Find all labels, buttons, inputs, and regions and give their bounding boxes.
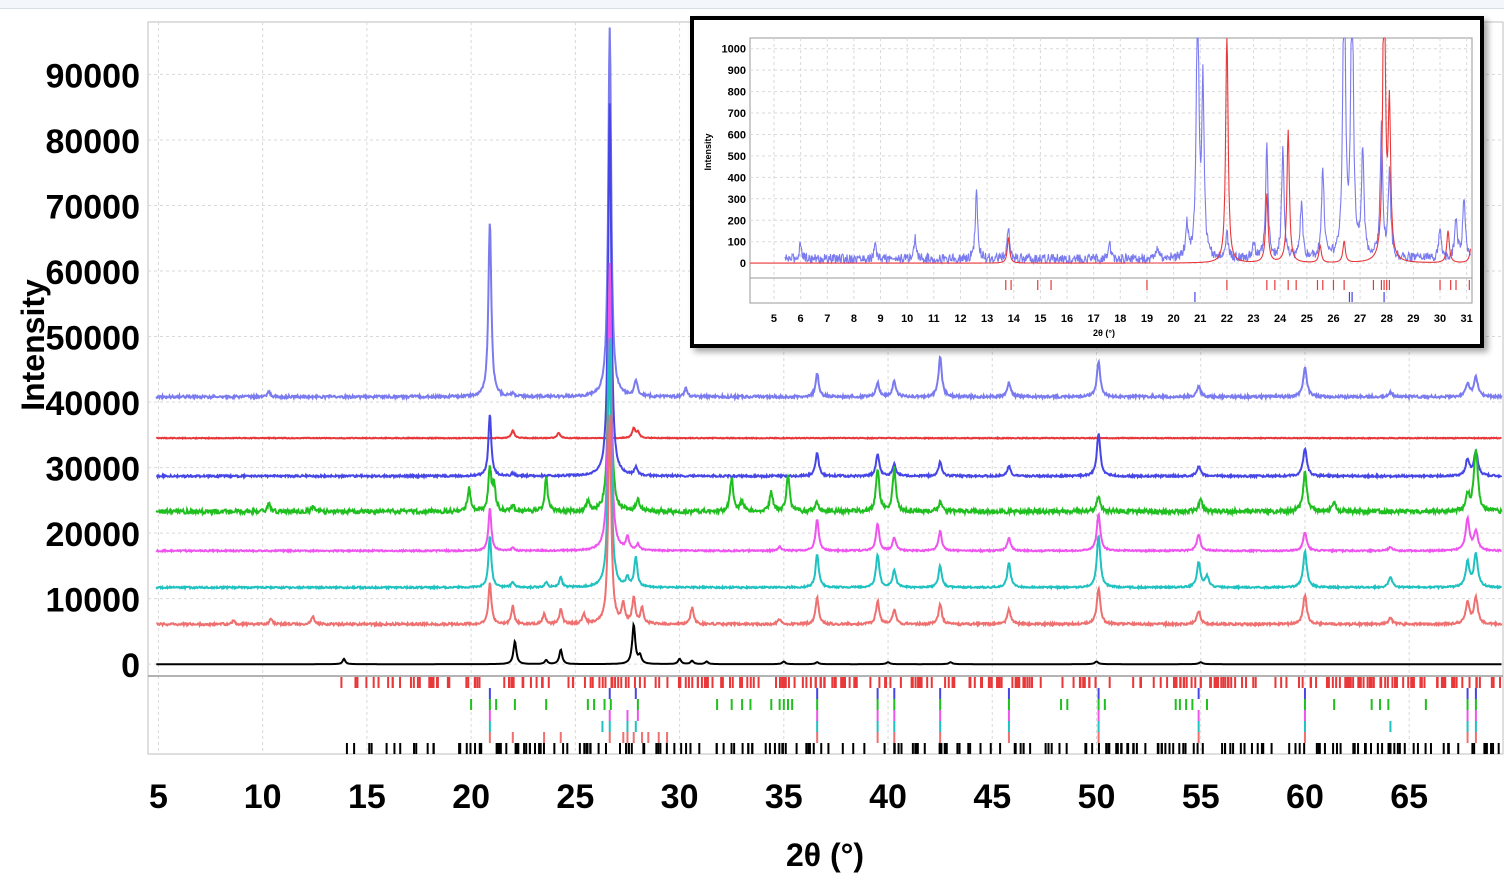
x-tick-label: 21 [1194, 313, 1206, 325]
x-tick-label: 20 [1167, 313, 1179, 325]
x-tick-label: 55 [1182, 778, 1220, 816]
inset-y-tick-labels: 0 100 200 300 400 500 600 700 800 900 1000 [722, 44, 746, 270]
x-tick-label: 60 [1286, 778, 1324, 816]
y-tick-label: 40000 [45, 385, 140, 423]
y-tick-label: 800 [728, 87, 746, 99]
x-tick-label: 35 [765, 778, 803, 816]
x-tick-labels: 5 10 15 20 25 30 35 40 45 50 55 60 65 [149, 778, 1428, 816]
series-line-red [750, 37, 1471, 264]
x-tick-label: 25 [1301, 313, 1313, 325]
y-tick-label: 20000 [45, 516, 140, 554]
y-tick-label: 0 [740, 258, 746, 270]
x-tick-label: 19 [1141, 313, 1153, 325]
x-tick-label: 12 [954, 313, 966, 325]
y-tick-label: 0 [121, 647, 140, 685]
x-tick-label: 30 [1434, 313, 1446, 325]
x-tick-label: 10 [901, 313, 913, 325]
x-tick-label: 45 [973, 778, 1011, 816]
x-tick-label: 6 [798, 313, 804, 325]
x-tick-label: 10 [244, 778, 282, 816]
y-tick-label: 100 [728, 237, 746, 249]
y-tick-label: 700 [728, 108, 746, 120]
series-line-blue [156, 103, 1503, 481]
x-tick-label: 65 [1390, 778, 1428, 816]
y-tick-label: 200 [728, 215, 746, 227]
x-tick-label: 30 [661, 778, 699, 816]
x-axis-label: 2θ (°) [786, 837, 864, 873]
x-tick-label: 5 [771, 313, 777, 325]
y-tick-label: 50000 [45, 320, 140, 358]
inset-chart: 0 100 200 300 400 500 600 700 800 900 1000 5 6 7 8 9 10… [703, 37, 1473, 338]
x-tick-label: 20 [452, 778, 490, 816]
series-line-salmon [156, 414, 1503, 629]
x-tick-label: 23 [1247, 313, 1259, 325]
inset-y-axis-label: Intensity [703, 133, 713, 170]
series-line-cyan [155, 338, 1503, 591]
inset-x-tick-labels: 5 6 7 8 9 10 11 12 13 14 15 16 17 18 19 20 21 22 23 24 25 26 2… [771, 313, 1473, 325]
y-tick-label: 600 [728, 129, 746, 141]
inset-series-group [750, 37, 1471, 266]
series-line-blue_light [784, 37, 1471, 266]
x-tick-label: 16 [1061, 313, 1073, 325]
series-line-green [155, 268, 1503, 518]
window-frame-top [0, 0, 1504, 9]
y-tick-label: 10000 [45, 582, 140, 620]
y-tick-label: 500 [728, 151, 746, 163]
series-line-magenta [155, 262, 1502, 554]
series-line-blue_light [155, 27, 1503, 402]
x-tick-label: 15 [348, 778, 386, 816]
x-tick-label: 22 [1221, 313, 1233, 325]
y-tick-label: 90000 [45, 57, 140, 95]
x-tick-label: 18 [1114, 313, 1126, 325]
x-tick-label: 14 [1008, 313, 1021, 325]
y-tick-label: 70000 [45, 188, 140, 226]
x-tick-label: 9 [877, 313, 883, 325]
x-tick-label: 7 [824, 313, 830, 325]
x-tick-label: 24 [1274, 313, 1287, 325]
x-tick-label: 15 [1034, 313, 1046, 325]
y-tick-label: 30000 [45, 451, 140, 489]
y-tick-label: 1000 [722, 44, 746, 56]
main-series-group [155, 27, 1503, 666]
x-tick-label: 11 [928, 313, 940, 325]
x-tick-label: 29 [1407, 313, 1419, 325]
y-axis-label: Intensity [15, 279, 51, 411]
series-line-red [156, 426, 1502, 441]
y-tick-label: 900 [728, 65, 746, 77]
inset-panel: 0 100 200 300 400 500 600 700 800 900 1000 5 6 7 8 9 10… [690, 16, 1484, 348]
x-tick-label: 31 [1461, 313, 1473, 325]
reference-tick-rows [340, 677, 1502, 754]
x-tick-label: 13 [981, 313, 993, 325]
inset-x-axis-label: 2θ (°) [1093, 328, 1115, 338]
x-tick-label: 8 [851, 313, 857, 325]
x-tick-label: 26 [1327, 313, 1339, 325]
y-tick-label: 400 [728, 172, 746, 184]
x-tick-label: 17 [1088, 313, 1100, 325]
inset-reference-ticks [1005, 280, 1470, 302]
series-line-black [156, 620, 1502, 666]
x-tick-label: 5 [149, 778, 168, 816]
x-tick-label: 27 [1354, 313, 1366, 325]
y-tick-label: 300 [728, 194, 746, 206]
y-tick-label: 60000 [45, 254, 140, 292]
x-tick-label: 25 [556, 778, 594, 816]
y-tick-label: 80000 [45, 123, 140, 161]
x-tick-label: 50 [1078, 778, 1116, 816]
y-tick-labels: 0 10000 20000 30000 40000 50000 60000 70000 8000… [45, 57, 140, 685]
x-tick-label: 40 [869, 778, 907, 816]
x-tick-label: 28 [1381, 313, 1393, 325]
